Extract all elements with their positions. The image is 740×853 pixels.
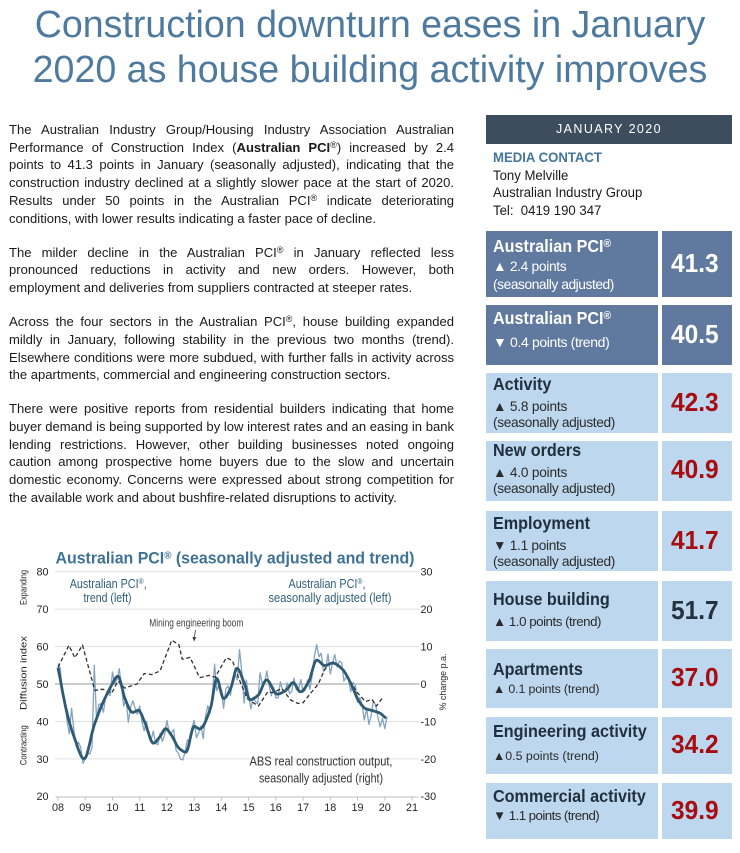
- svg-text:50: 50: [36, 679, 48, 691]
- svg-text:16: 16: [270, 802, 282, 814]
- svg-text:10: 10: [421, 641, 433, 653]
- svg-text:18: 18: [324, 802, 336, 814]
- svg-text:21: 21: [406, 802, 418, 814]
- svg-text:40: 40: [36, 716, 48, 728]
- svg-text:Contracting: Contracting: [19, 725, 29, 765]
- svg-text:Australian PCI® (seasonally ad: Australian PCI® (seasonally adjusted and…: [56, 549, 415, 567]
- svg-text:20: 20: [36, 791, 48, 803]
- svg-text:12: 12: [161, 802, 173, 814]
- svg-text:Mining engineering boom: Mining engineering boom: [149, 618, 243, 630]
- svg-text:Australian PCI®,: Australian PCI®,: [289, 576, 366, 591]
- svg-text:20: 20: [379, 802, 391, 814]
- svg-text:08: 08: [52, 802, 64, 814]
- svg-text:60: 60: [36, 641, 48, 653]
- svg-text:11: 11: [134, 802, 145, 814]
- svg-text:10: 10: [106, 802, 118, 814]
- svg-text:17: 17: [297, 802, 309, 814]
- svg-text:seasonally adjusted (right): seasonally adjusted (right): [259, 771, 383, 786]
- svg-text:-20: -20: [421, 754, 437, 766]
- svg-text:Expanding: Expanding: [19, 570, 29, 605]
- svg-text:-30: -30: [421, 791, 437, 803]
- svg-text:30: 30: [36, 754, 48, 766]
- svg-text:13: 13: [188, 802, 200, 814]
- svg-text:seasonally adjusted (left): seasonally adjusted (left): [269, 591, 392, 605]
- svg-text:70: 70: [36, 604, 48, 616]
- svg-text:% change p.a.: % change p.a.: [438, 654, 448, 711]
- svg-text:trend (left): trend (left): [84, 591, 132, 605]
- svg-text:20: 20: [421, 604, 433, 616]
- svg-text:19: 19: [351, 802, 363, 814]
- svg-text:30: 30: [421, 567, 433, 579]
- svg-text:Australian PCI®,: Australian PCI®,: [70, 576, 147, 591]
- svg-text:Diffusion index: Diffusion index: [19, 636, 29, 710]
- svg-text:-10: -10: [421, 716, 437, 728]
- svg-text:0: 0: [421, 679, 427, 691]
- svg-text:ABS real construction output,: ABS real construction output,: [250, 754, 393, 769]
- svg-text:09: 09: [79, 802, 91, 814]
- svg-text:14: 14: [215, 802, 227, 814]
- svg-text:15: 15: [243, 802, 255, 814]
- svg-text:80: 80: [36, 567, 48, 579]
